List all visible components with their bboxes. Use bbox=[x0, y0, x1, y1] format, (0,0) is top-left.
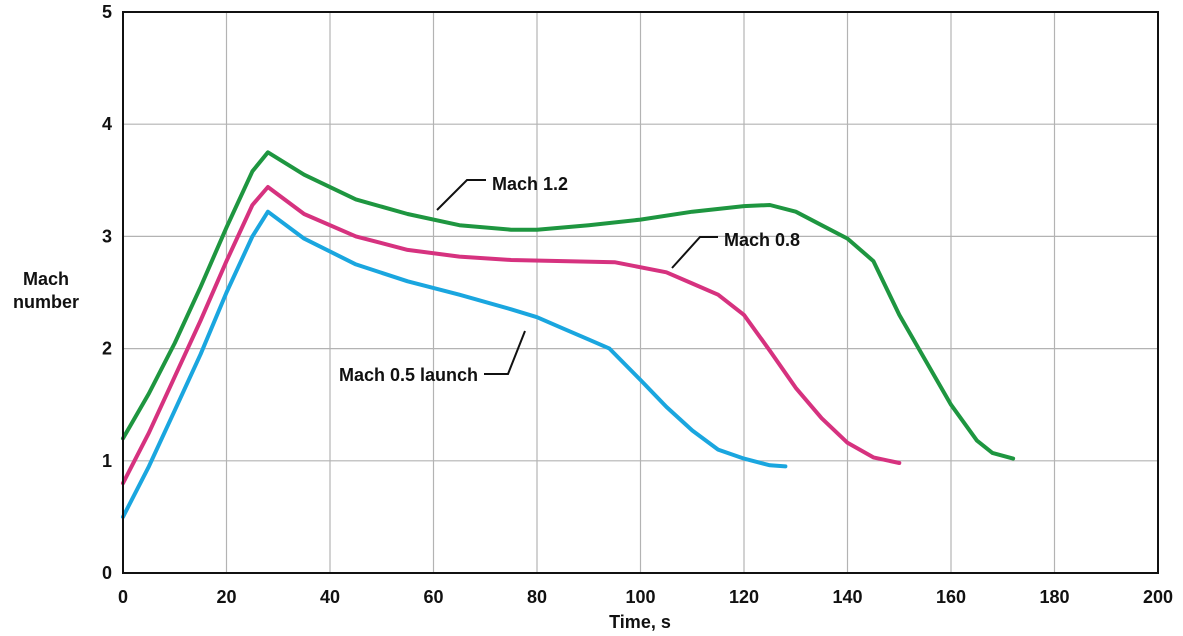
x-tick-labels: 0 20 40 60 80 100 120 140 160 180 200 bbox=[118, 587, 1173, 607]
x-tick-label: 20 bbox=[216, 587, 236, 607]
y-tick-label: 3 bbox=[102, 226, 112, 246]
x-tick-label: 200 bbox=[1143, 587, 1173, 607]
grid bbox=[122, 11, 1159, 574]
series-lines bbox=[121, 150, 1016, 519]
x-tick-label: 160 bbox=[936, 587, 966, 607]
y-tick-label: 2 bbox=[102, 339, 112, 359]
y-axis-title-line-1: Mach bbox=[23, 269, 69, 289]
annotation-mach-1-2: Mach 1.2 bbox=[492, 174, 568, 194]
x-tick-label: 0 bbox=[118, 587, 128, 607]
annotation-leader-mach-0-5 bbox=[484, 330, 526, 375]
series-line-mach-0-8 bbox=[121, 185, 902, 486]
y-tick-label: 4 bbox=[102, 114, 112, 134]
annotation-mach-0-5-launch: Mach 0.5 launch bbox=[339, 365, 478, 385]
annotation-leader-mach-0-8 bbox=[671, 236, 718, 269]
annotation-leader-mach-1-2 bbox=[436, 179, 486, 211]
x-tick-label: 140 bbox=[832, 587, 862, 607]
x-tick-label: 40 bbox=[320, 587, 340, 607]
y-axis-title-line-2: number bbox=[13, 292, 79, 312]
x-tick-label: 180 bbox=[1039, 587, 1069, 607]
y-tick-label: 1 bbox=[102, 451, 112, 471]
x-tick-label: 60 bbox=[423, 587, 443, 607]
x-axis-title: Time, s bbox=[609, 612, 671, 632]
series-line-mach-0-5-launch bbox=[121, 209, 788, 519]
y-tick-labels: 0 1 2 3 4 5 bbox=[102, 2, 112, 583]
plot-frame bbox=[122, 11, 1159, 574]
annotation-mach-0-8: Mach 0.8 bbox=[724, 230, 800, 250]
x-tick-label: 120 bbox=[729, 587, 759, 607]
y-tick-label: 5 bbox=[102, 2, 112, 22]
x-tick-label: 100 bbox=[625, 587, 655, 607]
y-tick-label: 0 bbox=[102, 563, 112, 583]
x-tick-label: 80 bbox=[527, 587, 547, 607]
series-line-mach-1-2 bbox=[121, 150, 1016, 461]
